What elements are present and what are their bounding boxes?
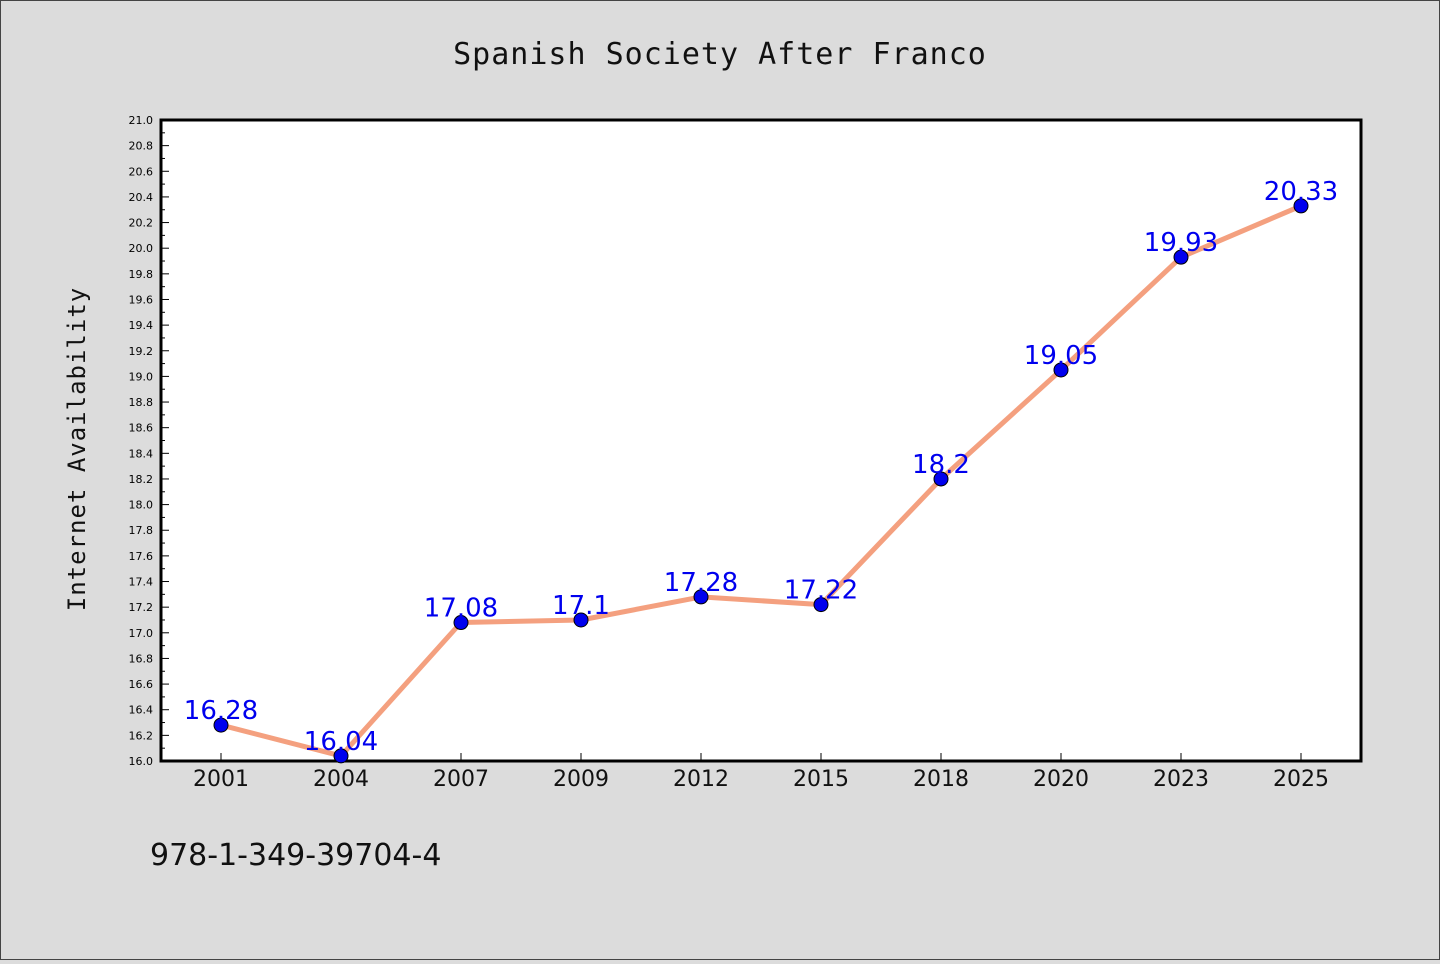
data-label: 16.04 [304, 727, 378, 757]
x-axis: 2001 2004 2007 2009 2012 2015 2018 2020 2023 2025 [193, 753, 1329, 792]
data-point [1173, 249, 1189, 265]
data-label: 18.2 [912, 450, 970, 480]
y-tick-label: 20.6 [129, 165, 154, 178]
y-tick-label: 16.2 [129, 729, 154, 742]
y-tick-label: 17.2 [129, 601, 154, 614]
y-tick-label: 20.0 [129, 242, 154, 255]
y-tick-label: 21.0 [129, 114, 154, 127]
x-tick-label: 2001 [193, 767, 249, 792]
data-label: 20.33 [1264, 177, 1338, 207]
x-tick-label: 2012 [673, 767, 729, 792]
y-tick-label: 18.8 [129, 396, 154, 409]
y-tick-label: 17.8 [129, 524, 154, 537]
data-label: 17.08 [424, 594, 498, 624]
y-tick-label: 17.6 [129, 550, 154, 563]
x-tick-label: 2025 [1273, 767, 1329, 792]
data-point [693, 589, 709, 605]
plot-area [159, 118, 1363, 763]
y-tick-label: 18.0 [129, 499, 154, 512]
x-tick-label: 2007 [433, 767, 489, 792]
data-label: 17.1 [552, 591, 610, 621]
data-label: 17.22 [784, 576, 858, 606]
data-point [1053, 362, 1069, 378]
x-tick-label: 2018 [913, 767, 969, 792]
y-tick-label: 16.6 [129, 678, 154, 691]
y-tick-label: 19.0 [129, 370, 154, 383]
data-label: 19.05 [1024, 341, 1098, 371]
y-axis-label: Internet Availability [63, 287, 91, 611]
data-point [933, 471, 949, 487]
data-point [573, 612, 589, 628]
y-tick-label: 20.2 [129, 217, 154, 230]
data-point [813, 597, 829, 613]
y-tick-label: 18.4 [129, 447, 154, 460]
data-point [1293, 198, 1309, 214]
y-tick-label: 16.8 [129, 652, 154, 665]
x-tick-label: 2020 [1033, 767, 1089, 792]
y-tick-label: 19.2 [129, 345, 154, 358]
isbn-identifier: 978-1-349-39704-4 [150, 838, 441, 873]
data-label: 16.28 [184, 696, 258, 726]
y-tick-label: 18.6 [129, 422, 154, 435]
data-point [453, 615, 469, 631]
x-tick-label: 2023 [1153, 767, 1209, 792]
chart-title: Spanish Society After Franco [453, 37, 987, 72]
x-tick-label: 2015 [793, 767, 849, 792]
y-tick-label: 19.8 [129, 268, 154, 281]
y-tick-label: 18.2 [129, 473, 154, 486]
data-markers [213, 198, 1309, 764]
x-tick-label: 2009 [553, 767, 609, 792]
y-tick-label: 17.0 [129, 627, 154, 640]
data-labels: 16.28 16.04 17.08 17.1 17.28 17.22 18.2 19.05 19… [184, 177, 1338, 757]
series-line [218, 203, 1304, 759]
y-tick-label: 19.4 [129, 319, 154, 332]
y-tick-label: 16.4 [129, 704, 154, 717]
y-tick-label: 16.0 [129, 755, 154, 768]
y-tick-label: 19.6 [129, 293, 154, 306]
y-tick-label: 20.8 [129, 140, 154, 153]
data-point [333, 748, 349, 764]
data-point [213, 717, 229, 733]
y-tick-label: 20.4 [129, 191, 154, 204]
x-tick-label: 2004 [313, 767, 369, 792]
data-label: 19.93 [1144, 228, 1218, 258]
y-axis: 16.0 16.2 16.4 16.6 16.8 17.0 17.2 17.4 17.6 17.8… [129, 114, 169, 768]
data-label: 17.28 [664, 568, 738, 598]
y-tick-label: 17.4 [129, 576, 154, 589]
